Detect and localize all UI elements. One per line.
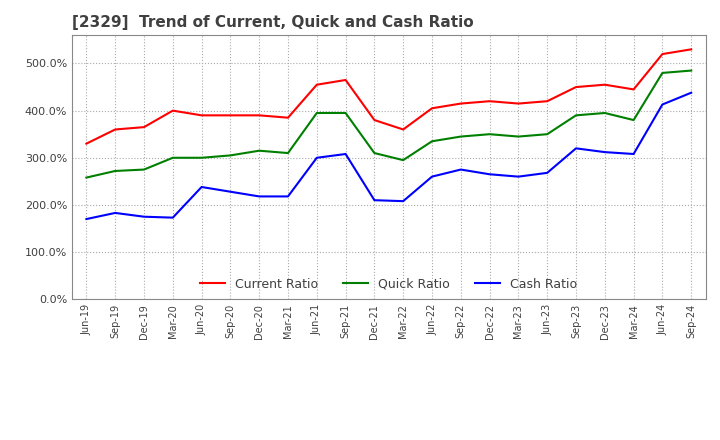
Current Ratio xyxy=(428,106,436,111)
Cash Ratio xyxy=(168,215,177,220)
Current Ratio xyxy=(312,82,321,87)
Cash Ratio xyxy=(312,155,321,161)
Cash Ratio xyxy=(226,189,235,194)
Quick Ratio xyxy=(514,134,523,139)
Cash Ratio xyxy=(658,102,667,107)
Quick Ratio xyxy=(399,158,408,163)
Cash Ratio xyxy=(197,184,206,190)
Current Ratio xyxy=(370,117,379,123)
Cash Ratio xyxy=(485,172,494,177)
Current Ratio xyxy=(111,127,120,132)
Text: [2329]  Trend of Current, Quick and Cash Ratio: [2329] Trend of Current, Quick and Cash … xyxy=(72,15,474,30)
Cash Ratio xyxy=(572,146,580,151)
Current Ratio xyxy=(255,113,264,118)
Quick Ratio xyxy=(111,169,120,174)
Quick Ratio xyxy=(572,113,580,118)
Quick Ratio xyxy=(456,134,465,139)
Quick Ratio xyxy=(312,110,321,116)
Current Ratio xyxy=(485,99,494,104)
Current Ratio xyxy=(658,51,667,57)
Cash Ratio xyxy=(543,170,552,176)
Cash Ratio xyxy=(456,167,465,172)
Legend: Current Ratio, Quick Ratio, Cash Ratio: Current Ratio, Quick Ratio, Cash Ratio xyxy=(195,273,582,296)
Quick Ratio xyxy=(629,117,638,123)
Current Ratio xyxy=(456,101,465,106)
Cash Ratio xyxy=(399,198,408,204)
Current Ratio xyxy=(687,47,696,52)
Quick Ratio xyxy=(255,148,264,153)
Cash Ratio xyxy=(284,194,292,199)
Quick Ratio xyxy=(82,175,91,180)
Quick Ratio xyxy=(226,153,235,158)
Current Ratio xyxy=(82,141,91,146)
Cash Ratio xyxy=(370,198,379,203)
Current Ratio xyxy=(197,113,206,118)
Quick Ratio xyxy=(140,167,148,172)
Current Ratio xyxy=(543,99,552,104)
Quick Ratio xyxy=(197,155,206,161)
Current Ratio xyxy=(399,127,408,132)
Cash Ratio xyxy=(111,210,120,216)
Line: Quick Ratio: Quick Ratio xyxy=(86,70,691,178)
Current Ratio xyxy=(600,82,609,87)
Quick Ratio xyxy=(687,68,696,73)
Cash Ratio xyxy=(687,90,696,95)
Quick Ratio xyxy=(485,132,494,137)
Cash Ratio xyxy=(629,151,638,157)
Quick Ratio xyxy=(284,150,292,156)
Cash Ratio xyxy=(140,214,148,220)
Current Ratio xyxy=(284,115,292,120)
Current Ratio xyxy=(140,125,148,130)
Cash Ratio xyxy=(255,194,264,199)
Cash Ratio xyxy=(600,150,609,155)
Quick Ratio xyxy=(341,110,350,116)
Quick Ratio xyxy=(428,139,436,144)
Current Ratio xyxy=(629,87,638,92)
Quick Ratio xyxy=(168,155,177,161)
Cash Ratio xyxy=(82,216,91,222)
Quick Ratio xyxy=(600,110,609,116)
Current Ratio xyxy=(226,113,235,118)
Cash Ratio xyxy=(428,174,436,179)
Current Ratio xyxy=(514,101,523,106)
Line: Cash Ratio: Cash Ratio xyxy=(86,93,691,219)
Current Ratio xyxy=(341,77,350,83)
Current Ratio xyxy=(168,108,177,113)
Cash Ratio xyxy=(514,174,523,179)
Line: Current Ratio: Current Ratio xyxy=(86,49,691,143)
Quick Ratio xyxy=(658,70,667,76)
Quick Ratio xyxy=(370,150,379,156)
Quick Ratio xyxy=(543,132,552,137)
Cash Ratio xyxy=(341,151,350,157)
Current Ratio xyxy=(572,84,580,90)
